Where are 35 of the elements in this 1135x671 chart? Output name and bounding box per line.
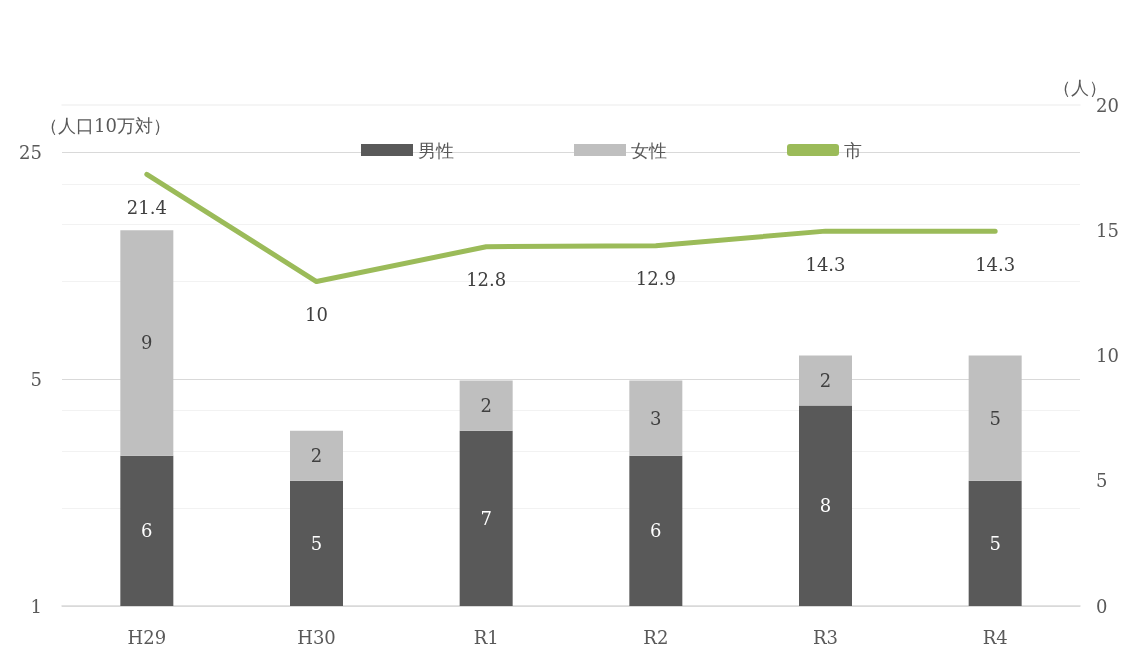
x-tick-label: R2: [643, 626, 669, 648]
data-label: 5: [989, 407, 1001, 429]
data-label: 2: [819, 370, 832, 392]
x-tick-label: R3: [812, 626, 839, 648]
data-label: 5: [310, 532, 323, 554]
data-label: 6: [141, 520, 153, 542]
x-tick-label: R4: [982, 626, 1008, 648]
y-axis-title: （人口10万対）: [40, 114, 171, 136]
y-tick-label: 5: [30, 368, 42, 390]
x-tick-label: H30: [297, 626, 336, 648]
data-label: 2: [480, 395, 492, 417]
y2-tick-label: 10: [1096, 345, 1119, 366]
data-label: 14.3: [805, 253, 846, 275]
data-label: 3: [650, 407, 662, 429]
legend-label: 男性: [418, 139, 454, 161]
data-label: 6: [650, 520, 662, 542]
y2-tick-label: 5: [1096, 470, 1108, 492]
y2-tick-label: 15: [1096, 219, 1119, 241]
data-label: 5: [989, 532, 1001, 554]
data-label: 9: [141, 332, 153, 354]
y-tick-label: 1: [30, 595, 42, 617]
data-label: 2: [310, 445, 323, 467]
y2-tick-label: 0: [1096, 595, 1108, 617]
data-label: 10: [305, 304, 328, 326]
data-label: 21.4: [126, 196, 167, 218]
x-tick-label: R1: [473, 626, 499, 648]
y-tick-label: 25: [19, 141, 42, 163]
data-label: 14.3: [975, 253, 1016, 275]
data-label: 8: [819, 495, 832, 517]
data-label: 12.8: [466, 269, 507, 291]
legend-label: 女性: [631, 139, 667, 161]
data-label: 12.9: [635, 268, 676, 290]
data-label: 7: [480, 507, 492, 529]
legend-label: 市: [844, 139, 862, 161]
x-tick-label: H29: [127, 626, 167, 648]
